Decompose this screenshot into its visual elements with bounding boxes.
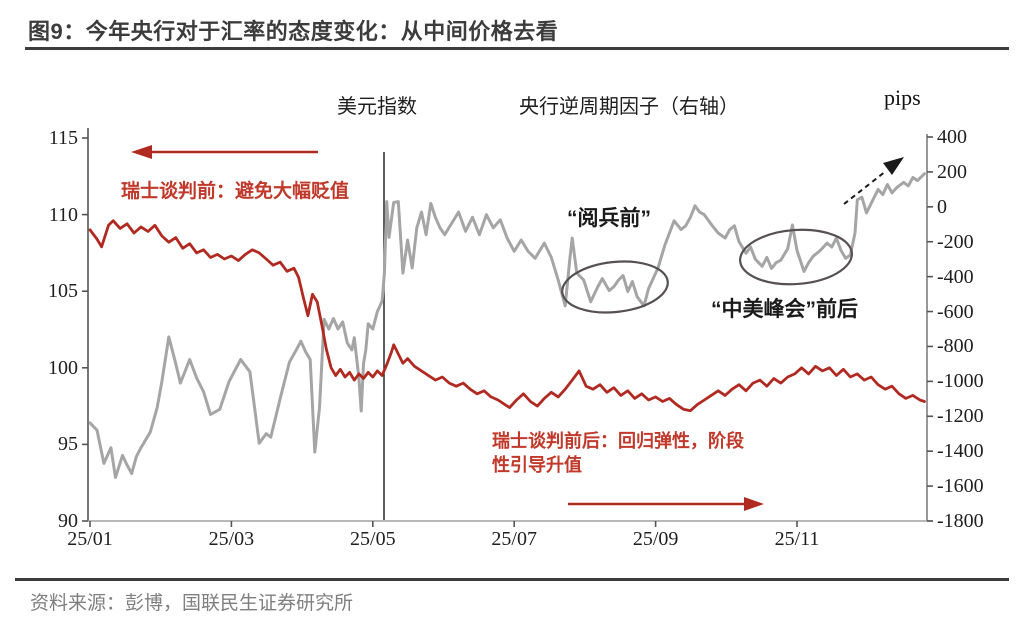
- legend-ccf-label: 央行逆周期因子（右轴）: [519, 96, 739, 118]
- annotation-summit: “中美峰会”前后: [711, 298, 858, 321]
- left-axis-tick-110: 110: [48, 203, 78, 226]
- right-axis-unit-label: pips: [884, 85, 921, 110]
- ccf-line: [88, 172, 926, 479]
- left-axis-tick-115: 115: [48, 127, 78, 149]
- right-axis-tick--400: -400: [937, 265, 974, 288]
- parade-ellipse: [561, 260, 669, 314]
- annotation-parade: “阅兵前”: [567, 207, 651, 230]
- x-axis-tick-25-09: 25/09: [632, 528, 679, 550]
- annotation-pre-swiss: 瑞士谈判前：避免大幅贬值: [121, 181, 350, 202]
- right-axis-tick-0: 0: [937, 195, 947, 218]
- x-axis-tick-25-07: 25/07: [491, 528, 537, 550]
- x-axis-tick-25-01: 25/01: [67, 528, 113, 550]
- left-axis-tick-95: 95: [58, 433, 78, 456]
- right-axis-tick-200: 200: [937, 160, 967, 183]
- left-axis-tick-105: 105: [48, 280, 78, 303]
- left-axis-tick-100: 100: [48, 356, 78, 379]
- right-axis-tick--1200: -1200: [937, 405, 984, 428]
- right-axis-tick--800: -800: [937, 335, 974, 358]
- annotation-post-swiss-line2: 性引导升值: [492, 455, 582, 475]
- right-axis-tick--1400: -1400: [937, 440, 984, 463]
- right-axis-tick--200: -200: [937, 230, 974, 253]
- source-note: 资料来源：彭博，国联民生证券研究所: [30, 593, 354, 614]
- annotation-post-swiss: 瑞士谈判前后：回归弹性，阶段 性引导升值: [492, 429, 744, 477]
- x-axis-tick-25-11: 25/11: [774, 528, 820, 550]
- right-axis-ticks: [927, 136, 933, 522]
- pre-swiss-arrow: [131, 145, 318, 159]
- summit-ellipse: [739, 228, 853, 286]
- usd-index-line: [88, 219, 926, 413]
- x-axis-tick-25-05: 25/05: [350, 528, 396, 550]
- right-axis-tick-400: 400: [937, 126, 967, 148]
- x-axis-ticks: [89, 521, 798, 527]
- left-axis-tick-90: 90: [58, 510, 78, 532]
- annotation-post-swiss-line1: 瑞士谈判前后：回归弹性，阶段: [492, 431, 744, 451]
- title-underline: [25, 47, 1009, 50]
- left-axis-ticks: [82, 137, 88, 522]
- figure-title: 图9：今年央行对于汇率的态度变化：从中间价格去看: [28, 19, 559, 44]
- right-axis-tick--1600: -1600: [937, 475, 984, 498]
- right-axis-tick--1000: -1000: [937, 370, 984, 393]
- right-axis-tick--600: -600: [937, 300, 974, 323]
- post-swiss-arrow: [568, 497, 764, 511]
- legend-usd-label: 美元指数: [337, 96, 417, 118]
- footer-divider: [15, 578, 1009, 581]
- ccf-trend-arrow: [843, 157, 904, 205]
- right-axis-tick--1800: -1800: [937, 510, 984, 532]
- x-axis-tick-25-03: 25/03: [208, 528, 255, 550]
